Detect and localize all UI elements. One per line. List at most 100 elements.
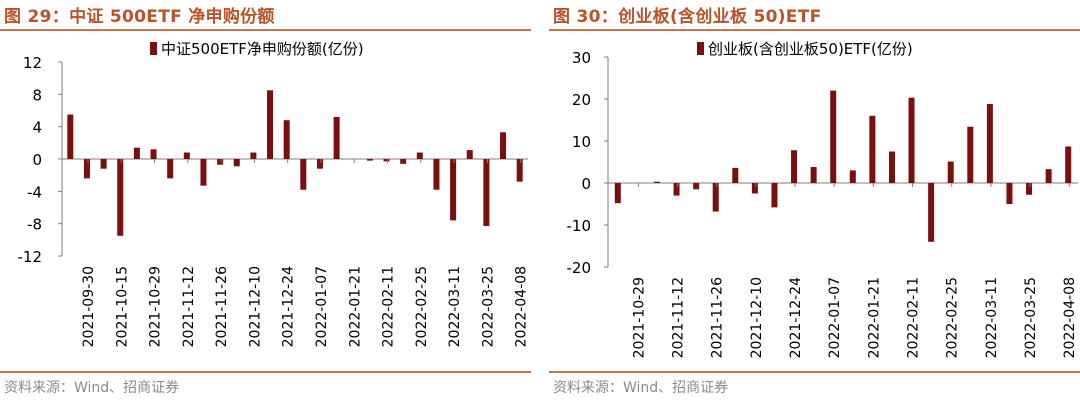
x-tick-label: 2021-10-29: [148, 266, 164, 347]
x-tick-label: 2022-03-11: [447, 266, 463, 347]
net-subscription-bar-chart: -12 -8 -4 0 4 8 12 2021-09-30 2021-10-15 2021-10-…: [18, 40, 530, 347]
y-tick-label: -12: [18, 248, 43, 266]
x-tick-label: 2022-01-07: [314, 266, 330, 347]
bar: [466, 150, 473, 159]
source-note: 资料来源：Wind、招商证券: [4, 380, 180, 396]
bar: [888, 151, 895, 183]
x-tick-label: 2022-02-11: [381, 266, 397, 347]
y-tick-label: 0: [32, 151, 42, 169]
y-tick-label: 4: [32, 119, 42, 137]
legend-label: 创业板(含创业板50)ETF(亿份): [708, 40, 913, 58]
bar: [316, 159, 323, 169]
bar: [366, 159, 373, 161]
bar: [100, 159, 107, 169]
bar: [267, 90, 274, 159]
x-tick-label: 2022-03-25: [480, 266, 496, 347]
bar: [283, 120, 290, 159]
bar: [1006, 183, 1013, 204]
bar: [1045, 169, 1052, 183]
x-tick-label: 2021-11-26: [710, 277, 726, 358]
y-tick-label: -8: [27, 216, 42, 234]
source-note: 资料来源：Wind、招商证券: [553, 380, 729, 396]
bar: [433, 159, 440, 190]
y-tick-label: 20: [572, 91, 591, 109]
x-tick-label: 2021-09-30: [81, 266, 97, 347]
x-tick-label: 2022-03-11: [984, 277, 1000, 358]
y-tick-label: -20: [567, 259, 592, 277]
y-tick-label: 12: [23, 54, 42, 72]
x-tick-label: 2021-12-24: [788, 277, 804, 358]
bar: [614, 183, 621, 204]
bar: [516, 159, 523, 182]
bar: [150, 149, 157, 159]
y-tick-label: 10: [572, 133, 591, 151]
bar: [869, 115, 876, 183]
bar: [117, 159, 124, 236]
x-tick-label: 2021-11-12: [671, 277, 687, 358]
y-tick-label: -4: [27, 183, 42, 201]
source-rule: [549, 371, 1080, 373]
bar: [133, 147, 140, 159]
bar: [653, 181, 660, 183]
figure-title: 图 29：中证 500ETF 净申购份额: [4, 7, 275, 27]
bar: [771, 183, 778, 208]
bar: [83, 159, 90, 179]
bar: [791, 150, 798, 183]
bar: [250, 152, 257, 159]
title-rule: [549, 29, 1080, 31]
figure-title: 图 30：创业板(含创业板 50)ETF: [553, 7, 822, 27]
bar: [830, 90, 837, 183]
x-tick-label: 2022-02-25: [414, 266, 430, 347]
x-tick-label: 2022-01-21: [347, 266, 363, 347]
bar: [500, 132, 507, 159]
legend-swatch: [150, 42, 157, 55]
bar: [751, 183, 758, 194]
bar: [712, 183, 719, 212]
bar: [200, 159, 207, 186]
bar: [483, 159, 490, 227]
x-tick-label: 2021-12-10: [749, 277, 765, 358]
bar: [732, 167, 739, 183]
title-rule: [0, 29, 531, 31]
y-tick-label: -10: [567, 217, 592, 235]
bar: [967, 126, 974, 183]
bar: [908, 97, 915, 183]
y-tick-label: 0: [581, 175, 591, 193]
chinext-etf-bar-chart: -20 -10 0 10 20 30 2021-10-29 2021-11-12 2021-11…: [567, 40, 1079, 358]
x-tick-label: 2022-02-11: [906, 277, 922, 358]
bar: [383, 159, 390, 162]
bar: [1065, 146, 1072, 183]
legend-swatch: [697, 42, 704, 55]
x-tick-label: 2022-04-08: [514, 266, 530, 347]
x-tick-label: 2022-01-21: [866, 277, 882, 358]
x-tick-label: 2021-10-29: [631, 277, 647, 358]
bar: [673, 183, 680, 196]
bar: [300, 159, 307, 190]
bar: [217, 159, 224, 165]
x-tick-label: 2022-01-07: [827, 277, 843, 358]
bar: [849, 170, 856, 183]
bar: [947, 161, 954, 183]
source-rule: [0, 371, 531, 373]
bar: [333, 116, 340, 159]
bar: [183, 152, 190, 159]
y-tick-label: 8: [32, 86, 42, 104]
bar: [233, 159, 240, 167]
bar: [986, 104, 993, 183]
bar: [450, 159, 457, 221]
bar: [167, 159, 174, 179]
bar: [810, 167, 817, 183]
bar: [693, 183, 700, 190]
x-tick-label: 2022-02-25: [945, 277, 961, 358]
x-tick-label: 2022-03-25: [1023, 277, 1039, 358]
legend-label: 中证500ETF净申购份额(亿份): [161, 40, 364, 58]
x-tick-label: 2021-10-15: [114, 266, 130, 347]
bar: [416, 152, 423, 159]
bar: [928, 183, 935, 242]
bar: [67, 114, 74, 159]
y-tick-label: 30: [572, 49, 591, 67]
figure-panel-left: 图 29：中证 500ETF 净申购份额 -12 -8 -4 0 4 8 12 2021-09…: [0, 0, 531, 403]
x-tick-label: 2021-11-26: [214, 266, 230, 347]
x-tick-label: 2021-12-10: [247, 266, 263, 347]
bar: [1026, 183, 1033, 195]
